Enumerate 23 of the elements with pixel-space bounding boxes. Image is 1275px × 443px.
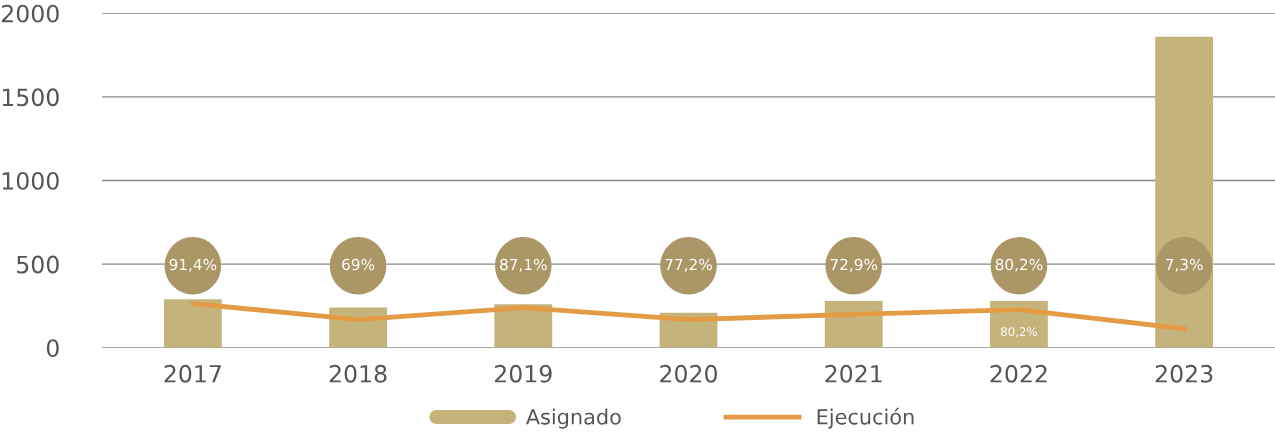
annotation: 80,2% bbox=[1000, 327, 1038, 338]
legend-label: Ejecución bbox=[817, 407, 914, 429]
y-tick-label: 2000 bbox=[1, 4, 59, 23]
y-tick-label: 1500 bbox=[2, 88, 59, 107]
legend-label: Asignado bbox=[525, 408, 621, 429]
y-tick-label: 500 bbox=[17, 255, 59, 274]
bar bbox=[163, 299, 222, 348]
y-tick-label: 0 bbox=[46, 339, 59, 358]
annotation: 77,2% bbox=[665, 258, 712, 272]
y-tick-label: 1000 bbox=[2, 171, 59, 190]
x-tick-label: 2023 bbox=[1155, 364, 1213, 383]
annotation: 72,9% bbox=[830, 258, 878, 272]
annotation: 7,3% bbox=[1165, 258, 1203, 272]
x-tick-label: 2017 bbox=[164, 364, 221, 383]
annotation: 69% bbox=[342, 258, 375, 271]
annotation: 91,4% bbox=[169, 258, 217, 272]
annotation: 87,1% bbox=[500, 258, 547, 272]
annotation: 80,2% bbox=[995, 258, 1043, 272]
x-tick-label: 2021 bbox=[825, 364, 882, 383]
x-tick-label: 2020 bbox=[660, 364, 717, 383]
x-tick-label: 2022 bbox=[990, 364, 1047, 383]
x-tick-label: 2018 bbox=[329, 364, 387, 383]
x-tick-label: 2019 bbox=[494, 364, 552, 383]
